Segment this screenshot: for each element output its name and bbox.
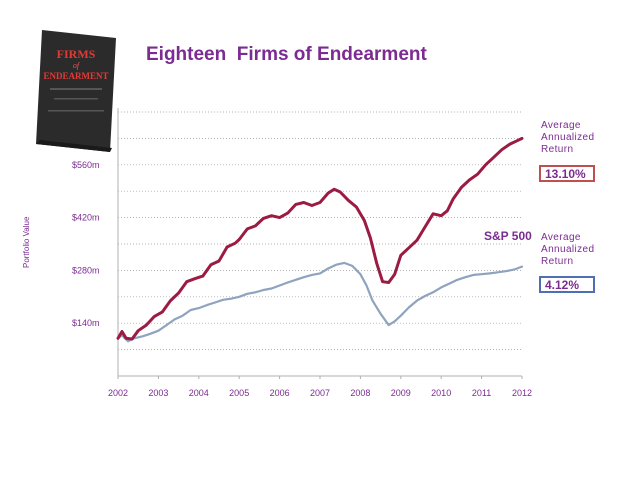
book-decor-line <box>48 110 104 112</box>
sp-note-line: Average <box>541 232 581 243</box>
page-title: Eighteen Firms of Endearment <box>146 44 427 65</box>
book-decor-line <box>54 98 98 100</box>
x-tick-label: 2012 <box>512 388 532 398</box>
x-tick-label: 2011 <box>472 388 491 398</box>
sp-return-value: 4.12% <box>539 276 595 293</box>
y-tick-label: $420m <box>72 213 100 223</box>
book-title-line1: FIRMS <box>57 47 96 61</box>
book-cover-image: FIRMS of ENDEARMENT <box>36 30 116 152</box>
y-tick-label: $280m <box>72 265 100 275</box>
sp500-series-line <box>116 261 524 343</box>
x-tick-label: 2003 <box>148 388 168 398</box>
book-title-line3: ENDEARMENT <box>43 71 108 81</box>
sp-note-line: Annualized <box>541 244 595 255</box>
foe-note-line: Average <box>541 120 581 131</box>
x-tick-label: 2006 <box>270 388 290 398</box>
foe-note-line: Annualized <box>541 132 595 143</box>
y-tick-label: $140m <box>72 318 100 328</box>
sp-note-line: Return <box>541 256 574 267</box>
book-cover-shape <box>36 30 116 152</box>
book-spine-shadow <box>36 140 112 152</box>
book-title-line2: of <box>73 61 81 70</box>
x-tick-label: 2008 <box>350 388 370 398</box>
foe-series-line <box>116 136 524 341</box>
sp-return-note: Average Annualized Return <box>541 232 594 268</box>
x-tick-label: 2009 <box>391 388 411 398</box>
foe-return-value: 13.10% <box>539 165 595 182</box>
foe-note-line: Return <box>541 144 574 155</box>
sp500-series-label: S&P 500 <box>484 229 532 243</box>
book-decor-line <box>50 88 102 90</box>
x-tick-label: 2010 <box>431 388 451 398</box>
y-tick-label: $560m <box>72 160 100 170</box>
x-tick-label: 2005 <box>229 388 249 398</box>
foe-return-note: Average Annualized Return <box>541 120 594 156</box>
x-tick-label: 2007 <box>310 388 330 398</box>
x-tick-label: 2004 <box>189 388 209 398</box>
x-tick-label: 2002 <box>108 388 128 398</box>
